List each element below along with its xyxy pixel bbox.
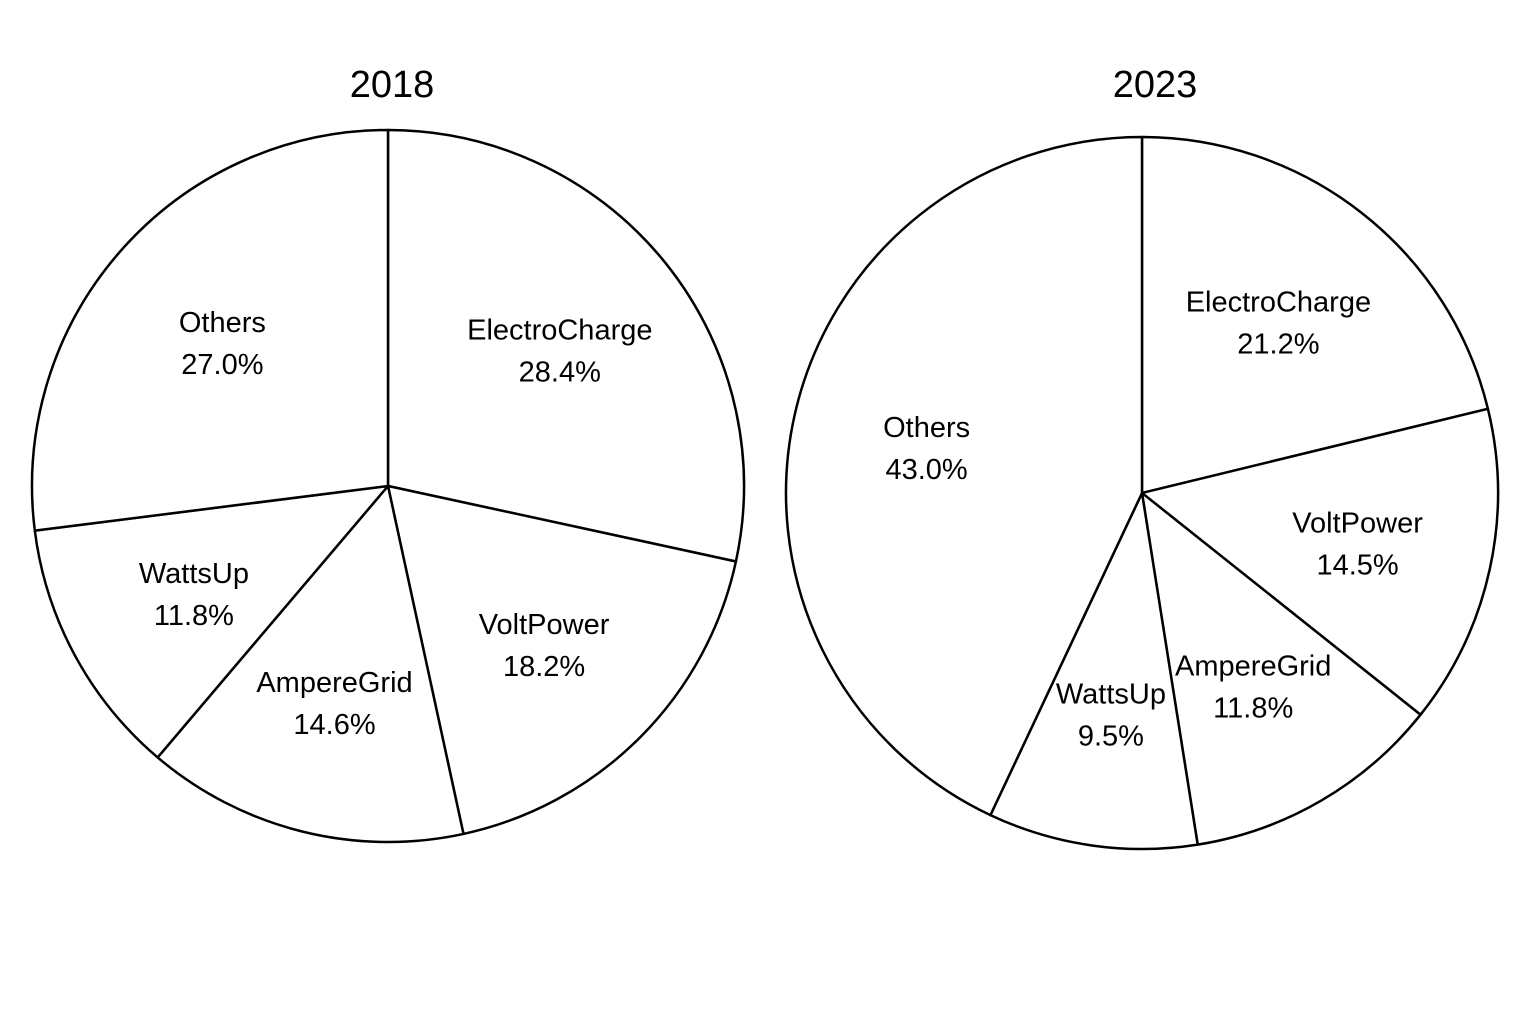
slice-others [30, 128, 390, 532]
slice-amperegrid [1140, 491, 1422, 846]
slice-name-label: WattsUp [139, 558, 249, 590]
slice-name-label: ElectroCharge [1186, 287, 1371, 319]
pie-chart-right: 2023 ElectroCharge 21.2% VoltPower 14.5% Amp… [784, 64, 1500, 851]
slice-electrocharge [386, 128, 746, 563]
slice-name-label: WattsUp [1056, 679, 1166, 711]
slice-name-label: Others [883, 412, 970, 444]
pie-slices [784, 135, 1500, 851]
pie-chart-left: 2018 ElectroCharge 28.4% VoltPower 18.2% Amp… [30, 64, 746, 844]
slice-amperegrid [156, 484, 465, 844]
pie-labels: ElectroCharge 21.2% VoltPower 14.5% AmpereGr… [883, 287, 1423, 753]
slice-percent-label: 11.8% [154, 600, 234, 632]
slice-others [784, 135, 1144, 817]
slice-name-label: AmpereGrid [256, 667, 412, 699]
slice-percent-label: 14.5% [1316, 550, 1398, 582]
slice-name-label: VoltPower [479, 609, 610, 641]
slice-voltpower [1140, 407, 1500, 716]
slice-wattsup [989, 491, 1199, 851]
slice-percent-label: 21.2% [1237, 329, 1319, 361]
slice-percent-label: 18.2% [503, 651, 585, 683]
slice-name-label: Others [179, 307, 266, 339]
slice-voltpower [386, 484, 738, 836]
slice-percent-label: 28.4% [519, 357, 601, 389]
slice-percent-label: 14.6% [293, 709, 375, 741]
slice-percent-label: 9.5% [1078, 721, 1144, 753]
pie-labels: ElectroCharge 28.4% VoltPower 18.2% AmpereGr… [139, 307, 653, 741]
pie-slices [30, 128, 746, 844]
chart-title: 2023 [1113, 64, 1198, 106]
chart-title: 2018 [350, 64, 435, 106]
slice-percent-label: 11.8% [1213, 693, 1293, 725]
slice-percent-label: 43.0% [885, 454, 967, 486]
slice-name-label: AmpereGrid [1175, 651, 1331, 683]
slice-wattsup [33, 484, 390, 759]
slice-name-label: VoltPower [1292, 508, 1423, 540]
slice-name-label: ElectroCharge [467, 315, 652, 347]
slice-percent-label: 27.0% [181, 349, 263, 381]
slice-electrocharge [1140, 135, 1490, 495]
